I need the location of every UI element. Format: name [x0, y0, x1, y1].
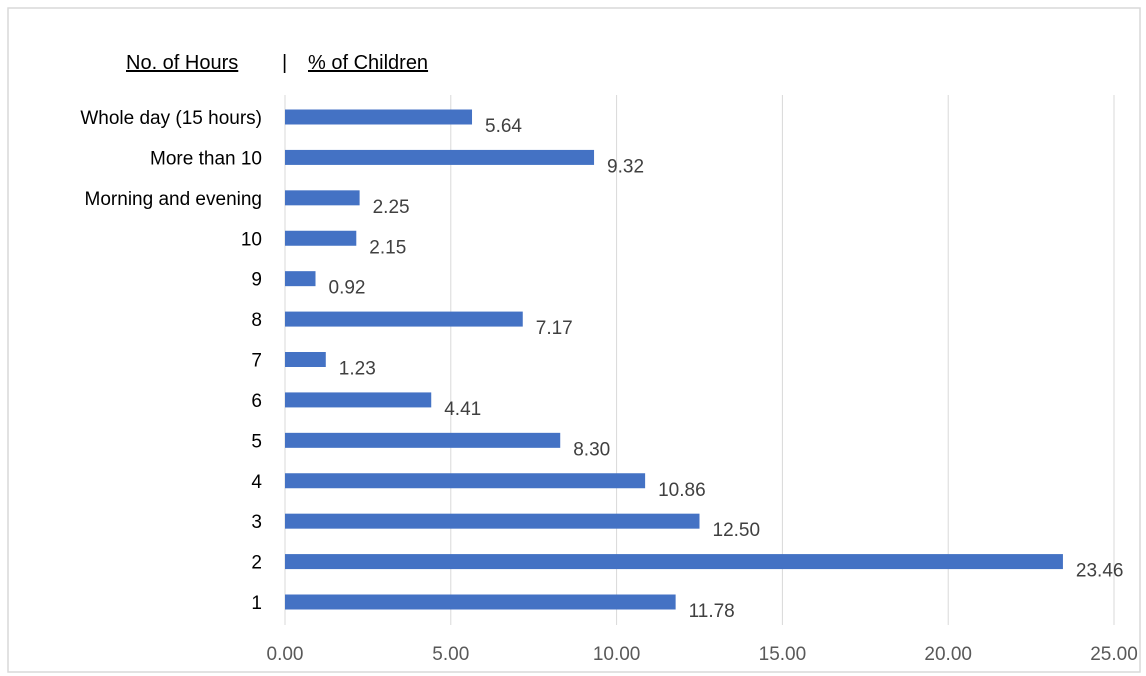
category-label: 4	[251, 472, 262, 493]
bar-value-label: 23.46	[1076, 561, 1124, 582]
category-label: 6	[251, 391, 262, 412]
bar	[285, 432, 561, 448]
bar	[285, 149, 595, 165]
category-label: 5	[251, 431, 262, 452]
bar	[285, 392, 432, 408]
x-tick-label: 15.00	[759, 644, 807, 665]
bar-value-label: 10.86	[658, 480, 706, 501]
bar-value-label: 7.17	[536, 318, 573, 339]
category-label: 10	[241, 229, 262, 250]
bar-value-label: 9.32	[607, 156, 644, 177]
bar	[285, 554, 1063, 570]
gridlines	[284, 95, 1115, 625]
x-tick-label: 10.00	[593, 644, 641, 665]
x-tick-label: 0.00	[267, 644, 304, 665]
category-label: More than 10	[150, 148, 262, 169]
header-right-label: % of Children	[308, 52, 428, 74]
category-label: 9	[251, 270, 262, 291]
bar	[285, 311, 523, 327]
x-tick-label: 20.00	[924, 644, 972, 665]
bar-value-label: 11.78	[689, 601, 735, 622]
category-label: Whole day (15 hours)	[80, 108, 262, 129]
chart-header: No. of Hours | % of Children	[126, 52, 428, 74]
header-left-label: No. of Hours	[126, 52, 238, 74]
bars	[285, 109, 1063, 610]
category-label: 8	[251, 310, 262, 331]
category-label: 7	[251, 351, 262, 372]
bar-value-label: 5.64	[485, 116, 522, 137]
header-separator: |	[282, 52, 287, 74]
bar	[285, 271, 316, 287]
bar	[285, 352, 326, 367]
bar	[285, 594, 676, 610]
bar	[285, 230, 357, 246]
labels: 0.00 5.00 10.00 15.00 20.00 25.00 11.78 1 23.46 2…	[80, 108, 1137, 665]
bar	[285, 190, 360, 206]
bar	[285, 473, 646, 489]
x-tick-label: 25.00	[1090, 644, 1138, 665]
bar-value-label: 4.41	[444, 399, 481, 420]
category-label: 3	[251, 512, 262, 533]
bar	[285, 513, 700, 529]
bar-value-label: 8.30	[573, 439, 610, 460]
bar-value-label: 0.92	[329, 278, 366, 299]
bar-value-label: 2.15	[369, 237, 406, 258]
category-label: 1	[251, 593, 262, 614]
bar-value-label: 12.50	[713, 520, 761, 541]
x-tick-label: 5.00	[432, 644, 469, 665]
chart-frame	[7, 7, 1141, 673]
category-label: 2	[251, 553, 262, 574]
category-label: Morning and evening	[85, 189, 262, 210]
bar-value-label: 1.23	[339, 359, 376, 380]
bar	[285, 109, 473, 125]
bar-value-label: 2.25	[373, 197, 410, 218]
